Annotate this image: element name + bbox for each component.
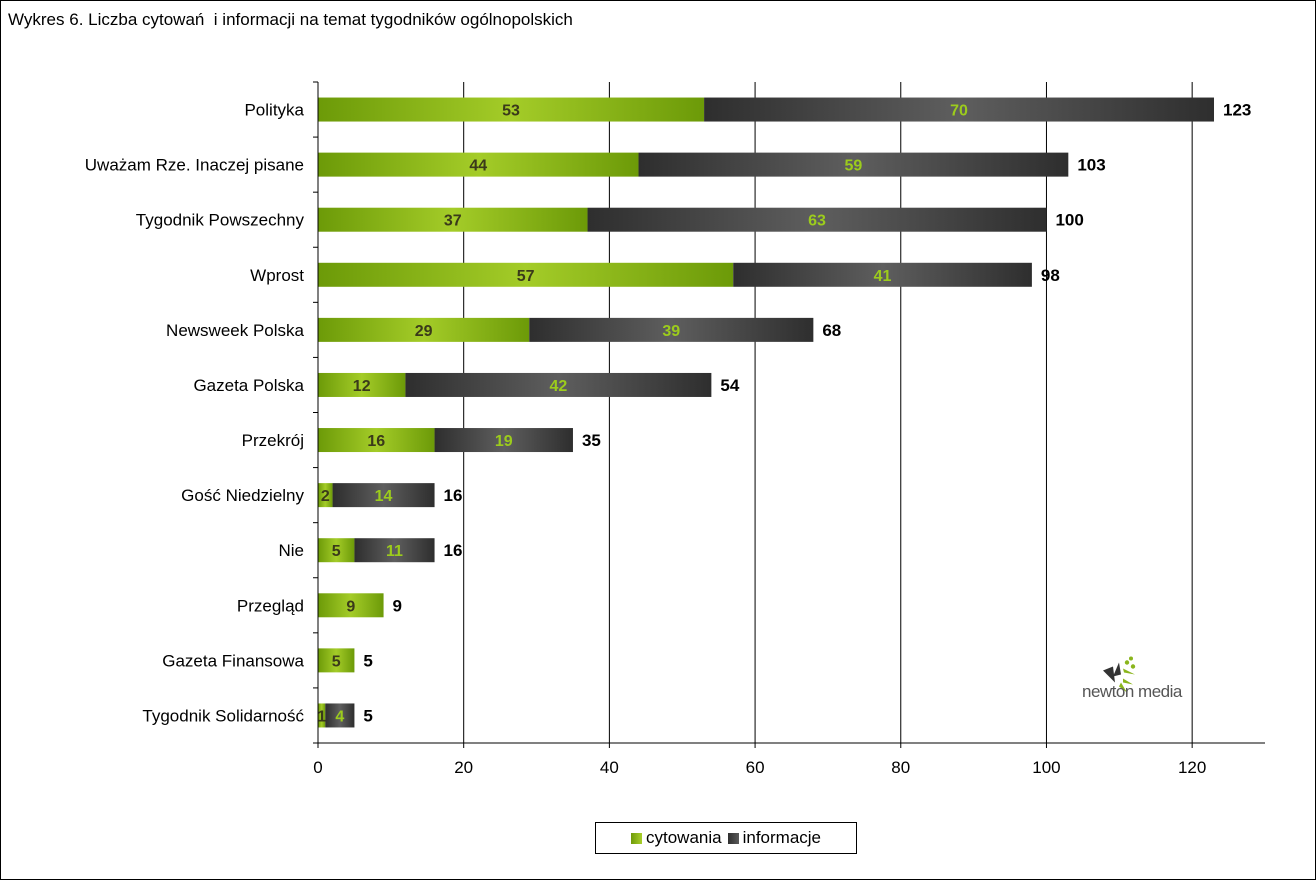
legend-label-informacje: informacje [742, 828, 822, 847]
bar-cytowania [318, 483, 333, 508]
data-label-cytowania: 53 [502, 103, 520, 120]
category-label: Przekrój [242, 431, 304, 450]
legend-label-cytowania: cytowania [645, 828, 722, 847]
legend-swatch-green [630, 832, 642, 844]
bar-informacje [405, 372, 712, 397]
bar-informacje [587, 207, 1047, 232]
data-label-informacje: 41 [874, 268, 892, 285]
x-tick-label-100: 100 [1032, 758, 1060, 777]
chart-legend: cytowania informacje [595, 822, 857, 854]
bar-cytowania [318, 538, 355, 563]
category-label: Gość Niedzielny [181, 486, 304, 505]
x-tick-label-40: 40 [600, 758, 619, 777]
bar-cytowania [318, 97, 705, 122]
category-label: Newsweek Polska [166, 321, 304, 340]
data-label-informacje: 39 [662, 323, 680, 340]
data-label-cytowania: 29 [415, 323, 433, 340]
category-label: Nie [278, 541, 304, 560]
data-label-informacje: 11 [386, 543, 403, 560]
total-label: 68 [822, 321, 841, 340]
data-label-cytowania: 5 [332, 543, 341, 560]
chart-title: Wykres 6. Liczba cytowań i informacji na… [8, 10, 573, 29]
bar-cytowania [318, 372, 406, 397]
data-label-cytowania: 12 [353, 378, 371, 395]
bar-informacje [638, 152, 1069, 177]
data-label-informacje: 4 [335, 708, 344, 725]
legend-swatch-dark [727, 832, 739, 844]
category-label: Gazeta Finansowa [162, 651, 304, 670]
category-label: Gazeta Polska [193, 376, 304, 395]
data-label-informacje: 42 [549, 378, 567, 395]
bar-informacje [354, 538, 435, 563]
category-label: Tygodnik Solidarność [142, 706, 304, 725]
bar-informacje [325, 703, 355, 728]
bar-cytowania [318, 207, 588, 232]
legend-entry-informacje: informacje [727, 828, 822, 848]
x-tick-label-120: 120 [1178, 758, 1206, 777]
total-label: 100 [1055, 211, 1083, 230]
category-label: Przegląd [237, 596, 304, 615]
bar-informacje [332, 483, 435, 508]
bar-cytowania [318, 317, 530, 342]
bar-cytowania [318, 648, 355, 673]
bar-cytowania [318, 262, 734, 287]
category-label: Tygodnik Powszechny [136, 211, 305, 230]
bar-informacje [733, 262, 1032, 287]
x-tick-label-20: 20 [454, 758, 473, 777]
bar-cytowania [318, 152, 639, 177]
data-label-informacje: 70 [950, 103, 968, 120]
bar-cytowania [318, 428, 435, 453]
data-label-cytowania: 37 [444, 213, 462, 230]
total-label: 98 [1041, 266, 1060, 285]
total-label: 5 [363, 651, 372, 670]
x-tick-label-80: 80 [891, 758, 910, 777]
total-label: 16 [444, 541, 463, 560]
data-label-cytowania: 16 [367, 433, 385, 450]
data-label-cytowania: 5 [332, 653, 341, 670]
newton-media-logo-icon [1103, 656, 1136, 693]
data-label-cytowania: 2 [321, 488, 330, 505]
bar-informacje [434, 428, 573, 453]
data-label-informacje: 59 [845, 158, 863, 175]
data-label-informacje: 14 [375, 488, 393, 505]
data-label-informacje: 63 [808, 213, 826, 230]
newton-media-logo-text: newton media [1082, 682, 1182, 701]
data-label-cytowania: 44 [469, 158, 487, 175]
total-label: 9 [393, 596, 402, 615]
total-label: 54 [720, 376, 739, 395]
data-label-cytowania: 1 [317, 708, 326, 725]
bar-informacje [704, 97, 1215, 122]
total-label: 5 [363, 706, 372, 725]
x-tick-label-0: 0 [313, 758, 322, 777]
total-label: 16 [444, 486, 463, 505]
bar-cytowania [318, 593, 384, 618]
x-tick-label-60: 60 [746, 758, 765, 777]
bar-informacje [529, 317, 814, 342]
category-label: Wprost [250, 266, 304, 285]
bar-cytowania [318, 703, 326, 728]
total-label: 103 [1077, 156, 1105, 175]
total-label: 35 [582, 431, 601, 450]
total-label: 123 [1223, 101, 1251, 120]
data-label-informacje: 19 [495, 433, 513, 450]
legend-entry-cytowania: cytowania [630, 828, 722, 848]
data-label-cytowania: 57 [517, 268, 535, 285]
data-label-cytowania: 9 [346, 598, 355, 615]
category-label: Polityka [244, 101, 304, 120]
category-label: Uważam Rze. Inaczej pisane [85, 156, 304, 175]
